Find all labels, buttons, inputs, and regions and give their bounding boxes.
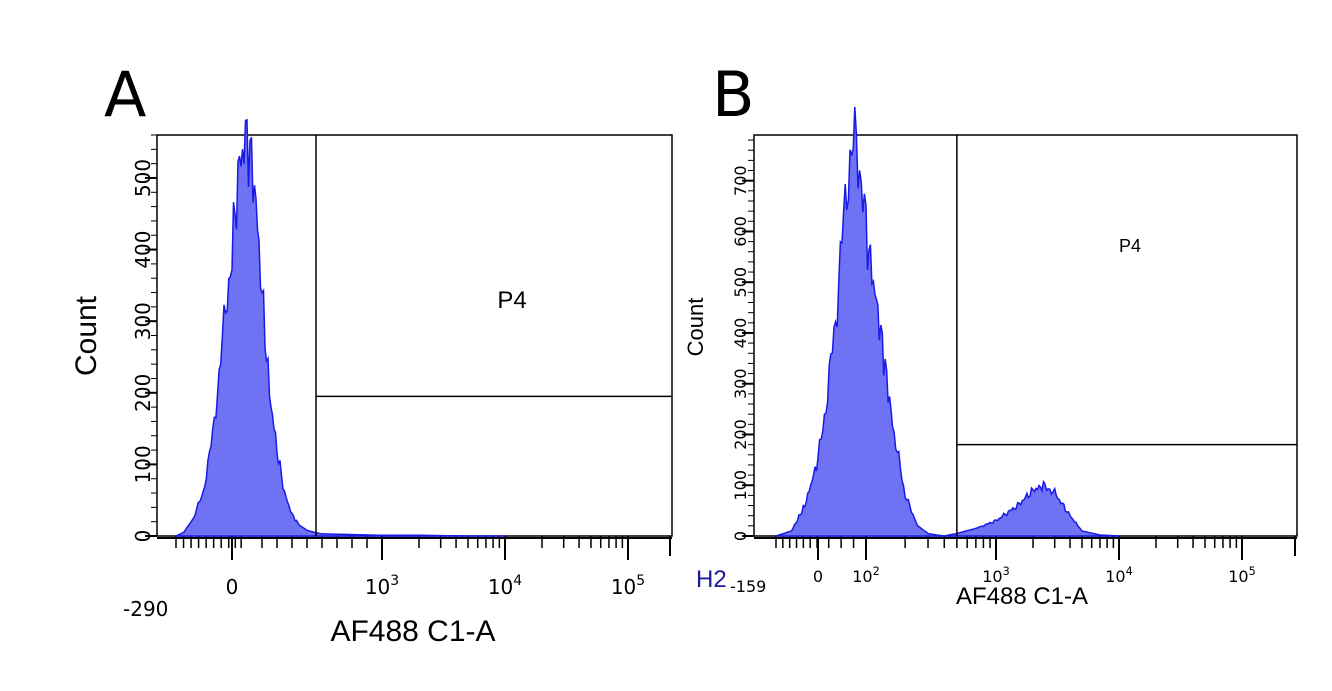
y-tick-label: 0 xyxy=(131,530,155,543)
x-tick-label: 102 xyxy=(852,565,879,586)
y-tick-label: 500 xyxy=(731,267,750,298)
x-tick-label: 105 xyxy=(611,573,645,599)
y-tick-label: 400 xyxy=(731,318,750,349)
x-tick-label: 103 xyxy=(982,565,1009,586)
x-tick-label: 105 xyxy=(1228,565,1255,586)
x-min-label-b: -159 xyxy=(730,577,766,596)
panel-letter-a: A xyxy=(104,58,146,131)
gate-p4-a: P4 xyxy=(315,135,672,536)
x-min-label-a: -290 xyxy=(123,597,168,621)
gate-p4-b: P4 xyxy=(956,135,1297,536)
histogram-series xyxy=(175,118,505,537)
y-tick-label: 300 xyxy=(731,368,750,399)
y-tick-label: 200 xyxy=(731,419,750,450)
x-axis-title-b: AF488 C1-A xyxy=(956,583,1088,610)
histogram-panel-b: 0 100 200 300 400 500 600 700 0 102 103 104 105 P4 H… xyxy=(683,106,1298,610)
histogram-b xyxy=(775,106,1120,537)
gate-label-p4: P4 xyxy=(1119,236,1141,256)
x-axis-title-a: AF488 C1-A xyxy=(330,615,495,648)
y-axis-title-a: Count xyxy=(70,295,103,376)
x-tick-label: 104 xyxy=(488,573,522,599)
y-tick-label: 100 xyxy=(731,470,750,501)
y-axis-title-b: Count xyxy=(683,298,708,357)
y-tick-label: 700 xyxy=(731,165,750,196)
x-tick-label: 0 xyxy=(226,575,239,599)
histogram-series xyxy=(775,106,1120,537)
panel-letter-b: B xyxy=(712,58,755,131)
x-tick-label: 0 xyxy=(813,567,823,586)
histogram-a xyxy=(175,118,505,537)
axis-ticks-b: 0 100 200 300 400 500 600 700 0 102 103 104 105 xyxy=(731,139,1297,586)
y-tick-label: 600 xyxy=(731,216,750,247)
corner-label-h2: H2 xyxy=(696,566,727,593)
gate-label-p4: P4 xyxy=(497,287,526,314)
x-tick-label: 104 xyxy=(1105,565,1132,586)
x-tick-label: 103 xyxy=(365,573,399,599)
y-tick-label: 0 xyxy=(731,531,750,541)
